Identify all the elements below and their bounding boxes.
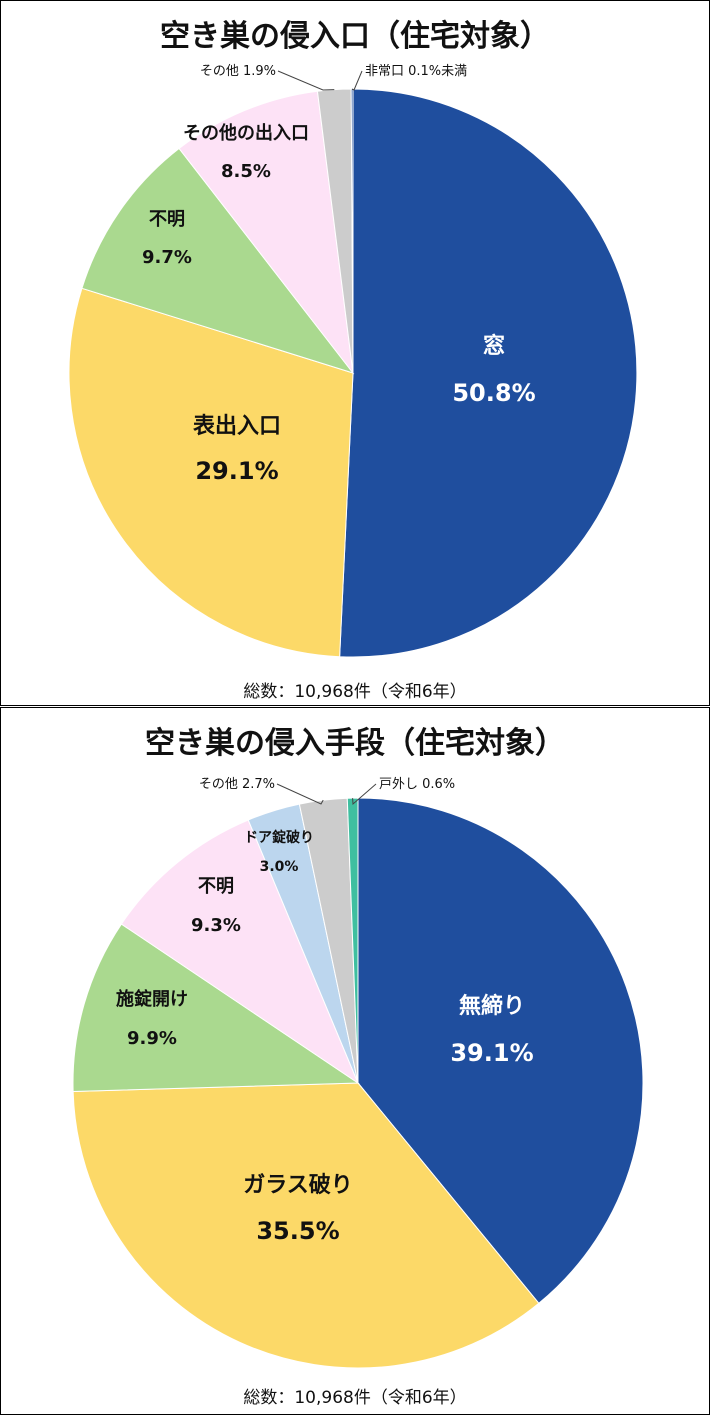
total-count-label: 総数：10,968件（令和6年）: [243, 1388, 467, 1408]
callout-leader-line: [352, 783, 377, 806]
pie-slice-3: [81, 147, 355, 374]
entry-point-pie-chart: 窓 50.8% 表出入口 29.1% 不明 9.7% その他の出入口 8.5% その他 1.9%…: [68, 64, 638, 658]
callout-label: 非常口 0.1%未満: [365, 64, 467, 79]
slice-value-label: 9.3%: [191, 915, 241, 936]
slice-value-label: 29.1%: [195, 457, 278, 485]
slice-value-label: 50.8%: [452, 379, 535, 407]
pie-slice-7: [346, 797, 359, 1084]
slice-label: 無締り: [459, 993, 525, 1019]
pie-slice-1: [339, 88, 638, 658]
callout-leader-line: [351, 70, 363, 91]
pie-slice-1: [357, 797, 644, 1304]
slice-value-label: 35.5%: [256, 1217, 339, 1245]
pie-slice-4: [120, 819, 360, 1085]
slice-value-label: 39.1%: [450, 1039, 533, 1067]
slice-value-label: 9.9%: [127, 1028, 177, 1049]
chart-title: 空き巣の侵入口（住宅対象）: [160, 19, 550, 54]
callout-leader-line: [277, 70, 335, 91]
pie-slice-4: [178, 90, 354, 375]
callout-leader-line: [276, 783, 324, 805]
pie-slice-2: [72, 1082, 540, 1369]
slice-label: 表出入口: [193, 414, 281, 439]
entry-method-pie-chart: 無締り 39.1% ガラス破り 35.5% 施錠開け 9.9% 不明 9.3% ドア錠破り 3.0…: [72, 777, 644, 1369]
slice-value-label: 3.0%: [260, 859, 299, 875]
entry-method-chart-panel: 空き巣の侵入手段（住宅対象） 無締り 39.1% ガラス破り 35.5% 施錠開け 9.9…: [0, 707, 710, 1415]
callout-label: 戸外し 0.6%: [379, 777, 455, 792]
pie-slice-3: [72, 923, 360, 1093]
total-count-label: 総数：10,968件（令和6年）: [243, 682, 467, 702]
chart-title: 空き巣の侵入手段（住宅対象）: [145, 726, 565, 761]
callout-label: その他 2.7%: [199, 777, 275, 792]
slice-label: ドア錠破り: [244, 829, 314, 846]
slice-value-label: 8.5%: [221, 161, 271, 182]
slice-label: その他の出入口: [183, 122, 309, 144]
slice-label: 不明: [198, 876, 234, 897]
pie-slice-2: [68, 287, 354, 658]
slice-label: 窓: [483, 333, 505, 359]
slice-value-label: 9.7%: [142, 247, 192, 268]
callout-label: その他 1.9%: [200, 64, 276, 79]
slice-label: 施錠開け: [116, 988, 188, 1010]
slice-label: 不明: [149, 209, 185, 230]
entry-point-chart-panel: 空き巣の侵入口（住宅対象） 窓 50.8% 表出入口 29.1% 不明 9.7% その他の出…: [0, 0, 710, 706]
slice-label: ガラス破り: [243, 1172, 353, 1198]
